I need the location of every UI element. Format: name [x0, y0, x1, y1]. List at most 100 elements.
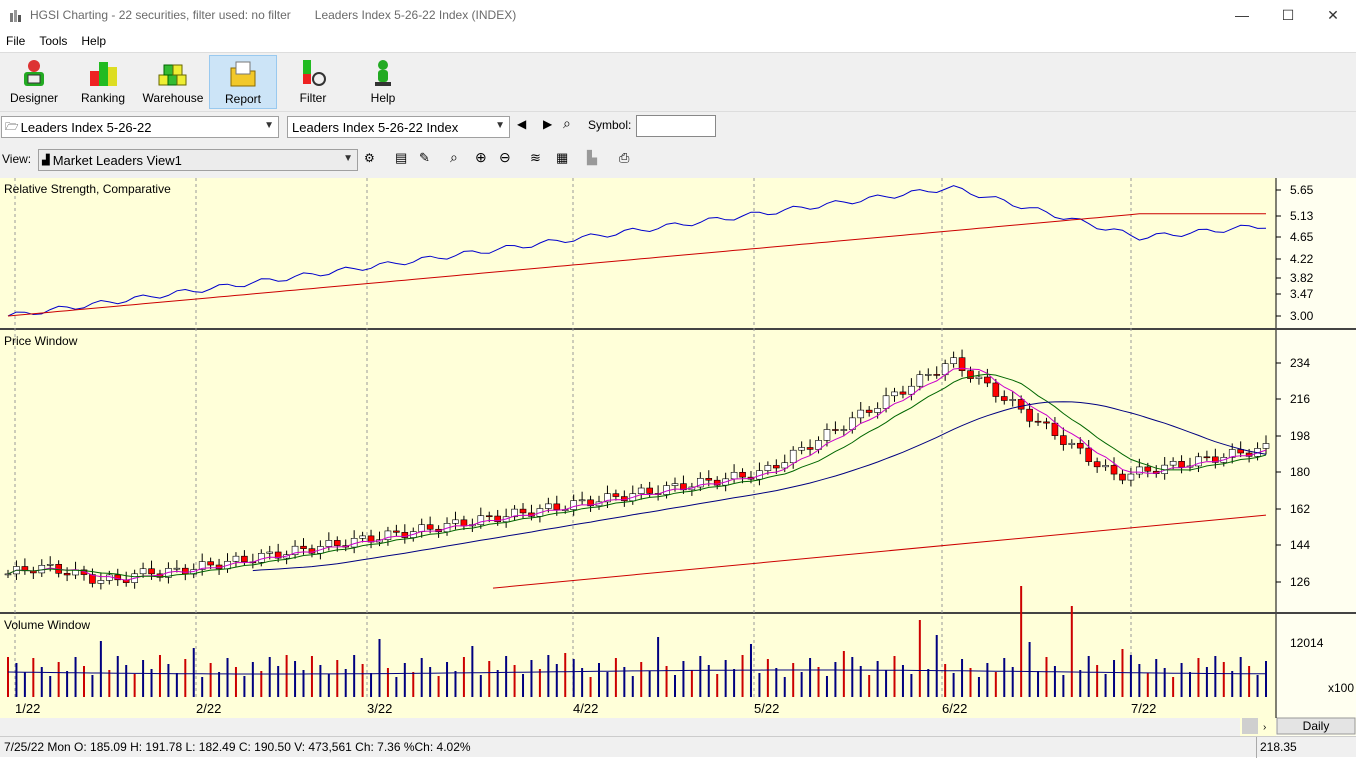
price-candle	[578, 499, 586, 502]
bar-chart-icon[interactable]: ▙	[587, 150, 597, 165]
price-candle	[1000, 396, 1008, 401]
security-select[interactable]: Leaders Index 5-26-22 Index ▼	[287, 116, 510, 138]
volume-ma-line	[7, 669, 1266, 675]
price-candle	[1228, 449, 1236, 458]
chevron-down-icon: ▼	[343, 153, 353, 164]
lines-icon[interactable]: ≋	[530, 150, 541, 165]
price-readout: 218.35	[1260, 740, 1297, 754]
price-candle	[63, 573, 71, 576]
price-candle	[325, 540, 333, 547]
previous-security-button[interactable]: ◀	[517, 117, 527, 131]
price-candle	[823, 429, 831, 441]
price-candle	[1051, 422, 1059, 436]
price-candle	[182, 567, 189, 575]
properties-icon[interactable]: ▤	[395, 150, 408, 165]
view-bar: View: ▟ Market Leaders View1 ▼ ⚙ ▤ ✎ ⌕ ⊕…	[0, 144, 1356, 178]
status-bar: 7/25/22 Mon O: 185.09 H: 191.78 L: 182.4…	[0, 736, 1356, 758]
price-candle	[781, 462, 789, 469]
price-candle	[1110, 465, 1118, 475]
close-button[interactable]: ✕	[1327, 6, 1339, 23]
ma-200-line	[492, 514, 1267, 589]
app-icon	[10, 10, 21, 22]
volume-tick-label: 12014	[1290, 636, 1324, 650]
help-button[interactable]: Help	[349, 55, 417, 109]
rs-tick-label: 5.65	[1290, 183, 1314, 197]
edit-icon[interactable]: ✎	[419, 150, 430, 165]
next-security-button[interactable]: ▶	[543, 117, 553, 131]
price-candle	[933, 374, 941, 376]
scroll-right-icon[interactable]: ›	[1263, 722, 1266, 733]
table-icon[interactable]: ▦	[556, 150, 569, 165]
price-candle	[97, 580, 105, 584]
print-icon[interactable]: ⎙	[619, 150, 630, 165]
price-candle	[671, 483, 679, 486]
menu-tools[interactable]: Tools	[39, 34, 68, 48]
view-label: View:	[2, 152, 32, 166]
price-candle	[46, 564, 54, 566]
price-candle	[874, 408, 881, 413]
chart-area[interactable]: 1/22 2/22 3/22 4/22 5/22 6/22 7/22 5.65 5.13 4.65…	[0, 178, 1356, 736]
ma-short-line	[7, 367, 1267, 581]
ranking-button[interactable]: Ranking	[69, 55, 137, 109]
maximize-button[interactable]: ☐	[1281, 6, 1295, 23]
chart-icon: ▟	[42, 154, 50, 166]
price-candle	[773, 465, 780, 469]
zoom-out-icon[interactable]: ⊖	[499, 149, 511, 165]
title-bar: HGSI Charting - 22 securities, filter us…	[0, 0, 1356, 30]
price-candle	[553, 503, 561, 511]
list-select[interactable]: 🗁 Leaders Index 5-26-22 ▼	[1, 116, 279, 138]
rs-tick-label: 5.13	[1290, 209, 1314, 223]
window-subtitle: Leaders Index 5-26-22 Index (INDEX)	[314, 8, 517, 22]
price-candle	[232, 555, 240, 562]
period-button[interactable]: Daily	[1303, 719, 1330, 733]
price-candle	[1127, 473, 1135, 481]
rs-line	[7, 185, 1267, 317]
zoom-in-icon[interactable]: ⊕	[475, 149, 487, 165]
menu-file[interactable]: File	[6, 34, 26, 48]
chart-canvas[interactable]: 1/22 2/22 3/22 4/22 5/22 6/22 7/22 5.65 5.13 4.65…	[0, 178, 1356, 736]
price-candle	[401, 532, 409, 538]
price-candle	[764, 465, 772, 471]
price-candle	[984, 376, 991, 384]
x-tick-label: 2/22	[196, 701, 221, 716]
price-tick-label: 216	[1290, 392, 1310, 406]
minimize-button[interactable]: —	[1235, 7, 1249, 23]
price-candle	[789, 449, 797, 464]
price-candle	[545, 503, 552, 509]
price-candle	[646, 487, 653, 494]
price-candle	[1203, 456, 1211, 459]
zoom-icon[interactable]: ⌕	[450, 149, 458, 165]
price-candle	[882, 395, 890, 409]
view-settings-icon[interactable]: ⚙	[364, 151, 375, 165]
warehouse-icon	[158, 64, 187, 86]
help-icon	[375, 60, 391, 86]
price-candle	[393, 530, 400, 533]
price-candle	[604, 493, 611, 503]
designer-icon	[24, 60, 44, 86]
price-candle	[1178, 461, 1185, 468]
x-tick-label: 7/22	[1131, 701, 1156, 716]
ma-mid-line	[7, 373, 1267, 578]
menu-help[interactable]: Help	[81, 34, 107, 48]
filter-button[interactable]: Filter	[279, 55, 347, 109]
warehouse-button[interactable]: Warehouse	[139, 55, 207, 109]
price-candle	[333, 540, 341, 546]
designer-button[interactable]: Designer	[0, 55, 68, 109]
price-tick-label: 144	[1290, 538, 1310, 552]
symbol-input[interactable]	[636, 115, 716, 137]
price-candle	[798, 447, 805, 451]
x-tick-label: 4/22	[573, 701, 598, 716]
price-candle	[300, 545, 307, 549]
rs-tick-label: 3.47	[1290, 287, 1314, 301]
binoculars-icon[interactable]: ⌕	[563, 115, 571, 131]
price-candle	[967, 370, 974, 379]
price-candle	[241, 555, 248, 563]
view-select[interactable]: ▟ Market Leaders View1 ▼	[38, 149, 358, 171]
price-candle	[832, 429, 839, 431]
price-candle	[924, 374, 932, 376]
price-candle	[697, 478, 704, 488]
symbol-label: Symbol:	[588, 118, 632, 132]
price-candle	[384, 530, 392, 541]
price-candle	[1093, 461, 1101, 468]
report-button[interactable]: Report	[209, 55, 277, 109]
